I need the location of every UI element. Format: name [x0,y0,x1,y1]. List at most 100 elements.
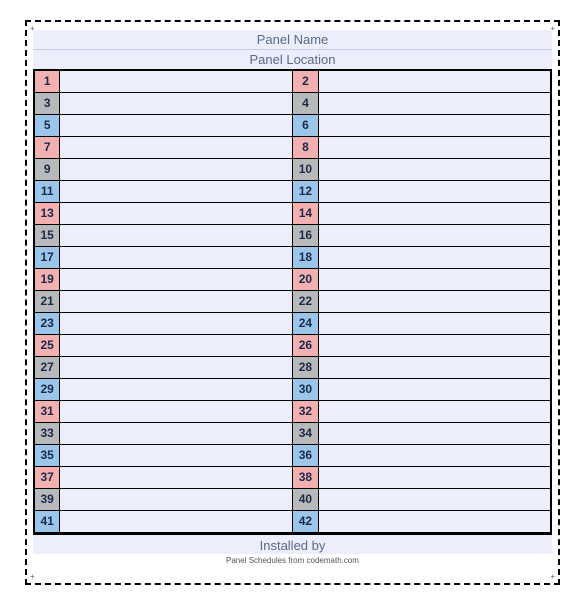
corner-mark: + [550,572,555,581]
circuit-number-right: 14 [292,202,318,224]
table-row: 25 26 [34,334,551,356]
circuit-desc-left[interactable] [60,70,293,92]
circuit-number-left: 25 [34,334,60,356]
credit-line: Panel Schedules from codemath.com [33,554,552,565]
circuit-number-right: 40 [292,488,318,510]
circuit-number-left: 13 [34,202,60,224]
circuit-number-right: 30 [292,378,318,400]
circuit-desc-right[interactable] [318,334,551,356]
table-row: 3738 [34,466,551,488]
table-row: 78 [34,136,551,158]
circuit-number-left: 23 [34,312,60,334]
circuit-desc-left[interactable] [60,268,293,290]
circuit-desc-left[interactable] [60,290,293,312]
corner-mark: + [30,572,35,581]
circuit-desc-right[interactable] [318,400,551,422]
table-row: 13 14 [34,202,551,224]
table-row: 12 [34,70,551,92]
circuit-desc-right[interactable] [318,466,551,488]
circuit-number-right: 12 [292,180,318,202]
circuit-desc-right[interactable] [318,246,551,268]
circuit-desc-right[interactable] [318,444,551,466]
circuit-number-left: 5 [34,114,60,136]
circuit-desc-right[interactable] [318,92,551,114]
table-row: 29 30 [34,378,551,400]
circuit-desc-right[interactable] [318,158,551,180]
circuit-number-left: 29 [34,378,60,400]
circuit-number-right: 10 [292,158,318,180]
circuit-desc-right[interactable] [318,356,551,378]
circuit-desc-right[interactable] [318,224,551,246]
panel-name-header: Panel Name [33,30,552,50]
circuit-number-left: 39 [34,488,60,510]
circuit-desc-left[interactable] [60,158,293,180]
dashed-frame: + + + + Panel Name Panel Location 123456… [25,20,560,585]
circuit-desc-right[interactable] [318,510,551,532]
panel-location-header: Panel Location [33,50,552,69]
table-row: 21 22 [34,290,551,312]
table-row: 3334 [34,422,551,444]
circuit-number-left: 9 [34,158,60,180]
circuit-desc-left[interactable] [60,356,293,378]
circuit-number-right: 20 [292,268,318,290]
circuit-number-right: 18 [292,246,318,268]
circuit-desc-right[interactable] [318,312,551,334]
circuit-desc-left[interactable] [60,202,293,224]
circuit-desc-right[interactable] [318,488,551,510]
table-row: 39 40 [34,488,551,510]
circuit-desc-left[interactable] [60,422,293,444]
circuit-desc-left[interactable] [60,92,293,114]
circuit-desc-left[interactable] [60,334,293,356]
circuit-desc-left[interactable] [60,312,293,334]
circuit-number-left: 3 [34,92,60,114]
circuit-desc-right[interactable] [318,136,551,158]
circuit-desc-right[interactable] [318,422,551,444]
panel-container: Panel Name Panel Location 12345678910111… [33,30,552,554]
circuit-number-right: 6 [292,114,318,136]
installed-by-footer: Installed by [33,533,552,554]
circuit-desc-right[interactable] [318,268,551,290]
circuit-desc-right[interactable] [318,290,551,312]
circuit-number-left: 1 [34,70,60,92]
circuit-desc-left[interactable] [60,114,293,136]
circuit-number-left: 27 [34,356,60,378]
circuit-table: 1234567891011121314151617181920212223242… [33,69,552,533]
circuit-desc-left[interactable] [60,444,293,466]
table-row: 1920 [34,268,551,290]
circuit-desc-right[interactable] [318,180,551,202]
circuit-number-left: 37 [34,466,60,488]
circuit-number-left: 17 [34,246,60,268]
table-row: 9 10 [34,158,551,180]
circuit-desc-left[interactable] [60,510,293,532]
circuit-desc-right[interactable] [318,114,551,136]
circuit-desc-left[interactable] [60,466,293,488]
circuit-desc-left[interactable] [60,246,293,268]
table-row: 1516 [34,224,551,246]
circuit-desc-left[interactable] [60,180,293,202]
circuit-number-right: 28 [292,356,318,378]
circuit-number-left: 21 [34,290,60,312]
circuit-number-right: 26 [292,334,318,356]
circuit-desc-left[interactable] [60,378,293,400]
table-row: 41 42 [34,510,551,532]
circuit-number-left: 11 [34,180,60,202]
circuit-number-left: 41 [34,510,60,532]
circuit-desc-left[interactable] [60,400,293,422]
corner-mark: + [550,24,555,33]
circuit-desc-right[interactable] [318,378,551,400]
table-row: 56 [34,114,551,136]
table-row: 11 12 [34,180,551,202]
circuit-desc-left[interactable] [60,488,293,510]
table-row: 3132 [34,400,551,422]
circuit-number-right: 2 [292,70,318,92]
circuit-desc-right[interactable] [318,70,551,92]
corner-mark: + [30,24,35,33]
circuit-number-right: 42 [292,510,318,532]
circuit-desc-right[interactable] [318,202,551,224]
circuit-number-right: 22 [292,290,318,312]
table-row: 2324 [34,312,551,334]
circuit-desc-left[interactable] [60,136,293,158]
table-row: 3536 [34,444,551,466]
table-row: 1718 [34,246,551,268]
circuit-desc-left[interactable] [60,224,293,246]
